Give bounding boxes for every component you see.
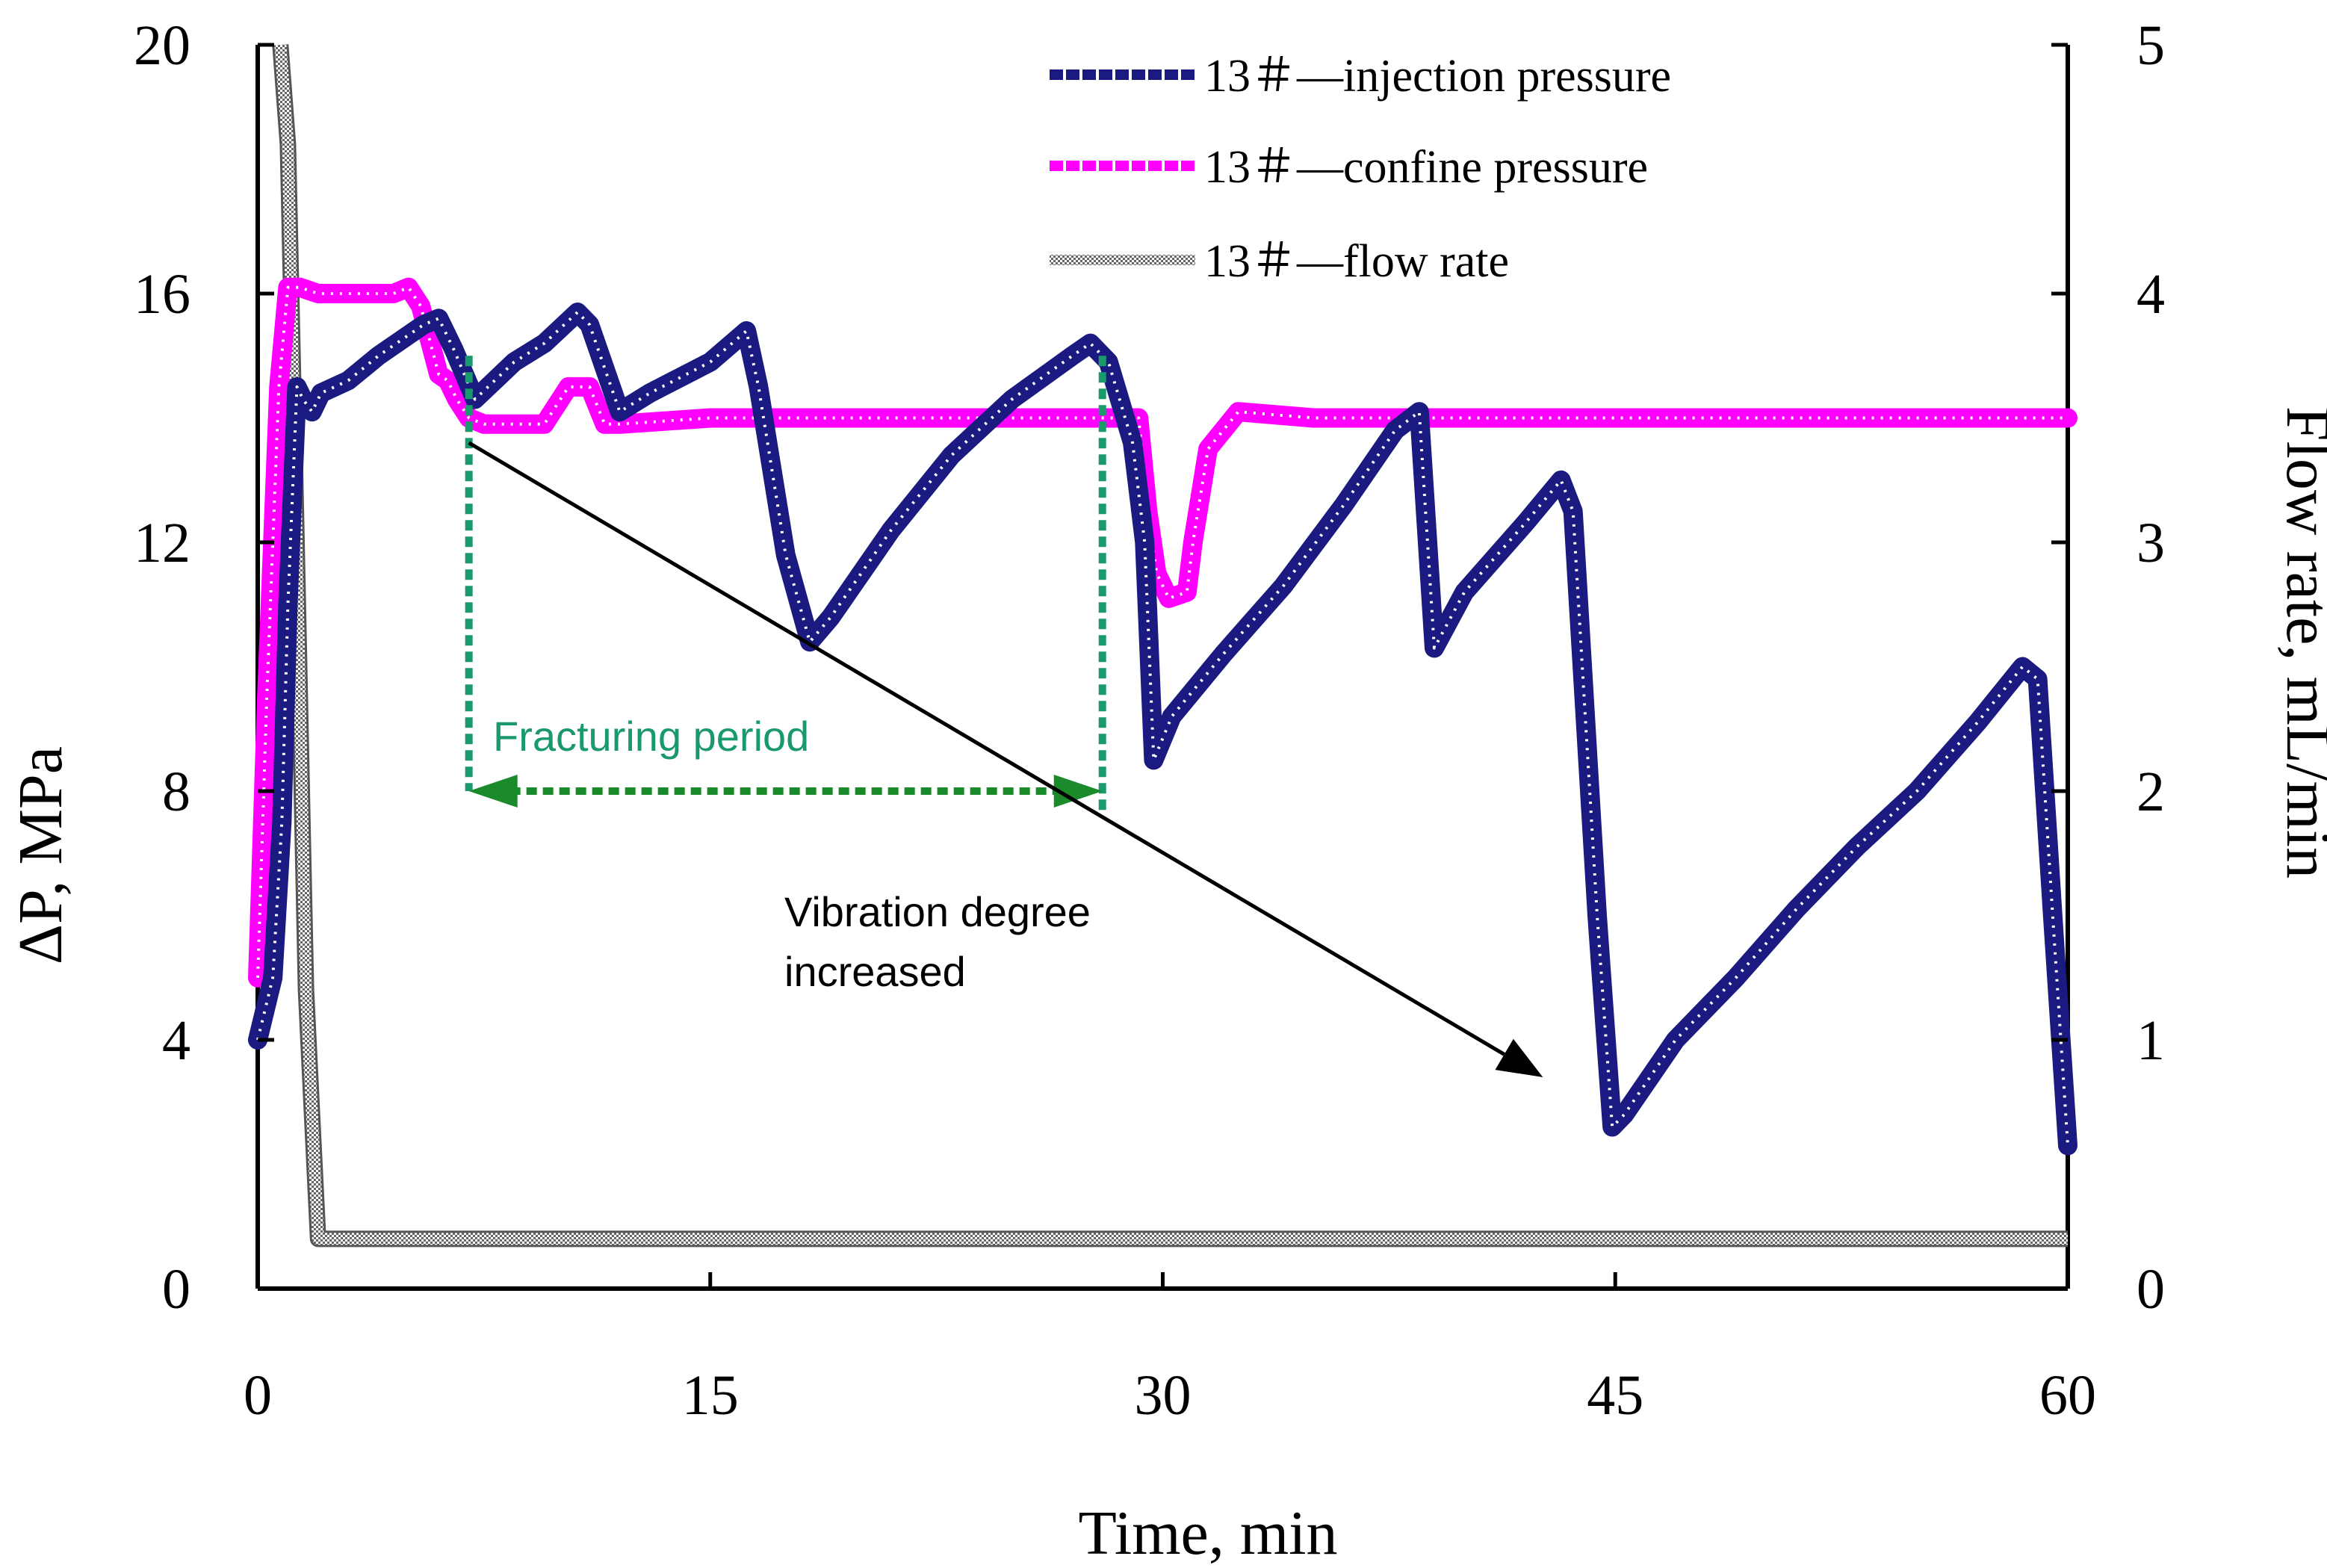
fracturing-arrow-head-left [468, 775, 518, 808]
vibration-arrow-head [1495, 1038, 1543, 1077]
y-right-tick-label: 4 [2137, 263, 2165, 326]
x-axis-title: Time, min [1079, 1499, 1338, 1568]
y-left-axis-title: ΔP, MPa [6, 746, 75, 964]
y-left-tick-label: 20 [134, 14, 190, 77]
y-left-tick-label: 0 [162, 1258, 190, 1321]
confine-pressure-line [248, 277, 2077, 988]
legend-label-injection: 13＃—injection pressure [1204, 51, 1671, 102]
y-right-tick-label: 3 [2137, 512, 2165, 574]
legend-label-flow: 13＃—flow rate [1204, 236, 1509, 287]
x-tick-label: 30 [1135, 1364, 1192, 1427]
fracturing-period-label: Fracturing period [493, 713, 809, 760]
vibration-arrow-line [468, 441, 1505, 1056]
y-right-tick-label: 0 [2137, 1258, 2165, 1321]
flow-rate-line-outer [272, 44, 2068, 1248]
y-left-tick-label: 8 [162, 760, 190, 823]
vibration-label-line2: increased [784, 948, 966, 995]
flow-rate-line [274, 44, 2068, 1245]
legend-label-confine: 13＃—confine pressure [1204, 142, 1648, 193]
y-left-tick-label: 4 [162, 1009, 190, 1072]
x-tick-label: 60 [2039, 1364, 2096, 1427]
y-right-tick-label: 2 [2137, 760, 2165, 823]
x-tick-label: 45 [1587, 1364, 1643, 1427]
y-right-tick-label: 1 [2137, 1009, 2165, 1072]
y-right-tick-label: 5 [2137, 14, 2165, 77]
y-right-axis-title: Flow rate, mL/min [2273, 406, 2327, 878]
y-left-tick-label: 16 [134, 263, 190, 326]
legend: 13＃—injection pressure 13＃—confine press… [1050, 51, 1671, 287]
confine-pressure-dots [256, 285, 2068, 978]
injection-pressure-line [248, 303, 2077, 1156]
y-left-tick-label: 12 [134, 512, 190, 574]
annotation-layer [465, 356, 1543, 1077]
x-tick-label: 15 [682, 1364, 739, 1427]
plot-frame [255, 45, 2070, 1291]
series-layer [248, 44, 2077, 1248]
vibration-label-line1: Vibration degree [784, 888, 1091, 935]
x-tick-label: 0 [244, 1364, 272, 1427]
fracturing-arrow-head-right [1053, 775, 1103, 808]
